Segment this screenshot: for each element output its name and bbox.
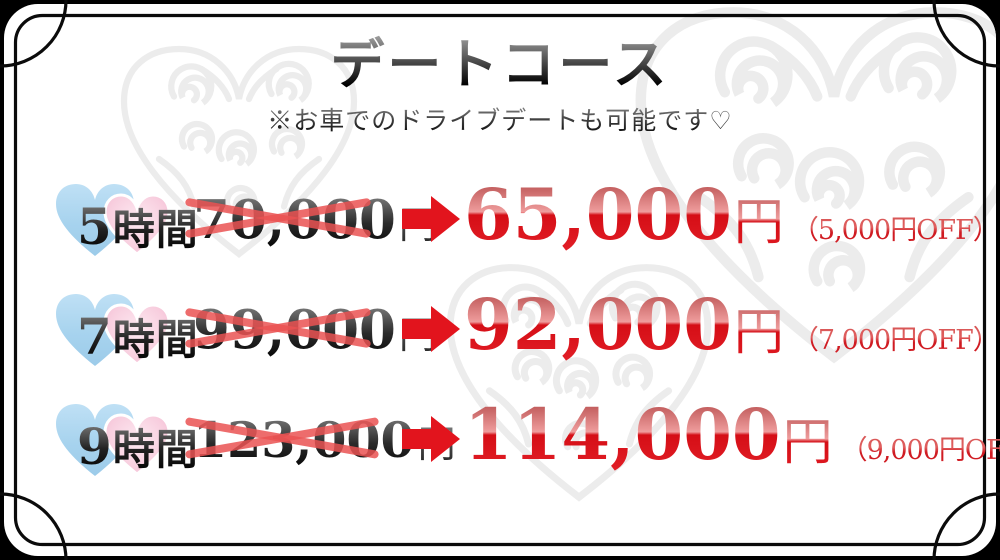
duration-label: 5 時間 <box>77 198 199 254</box>
arrow-right-icon <box>402 416 460 462</box>
strikethrough-x <box>184 196 372 240</box>
discount-note: （9,000円OFF） <box>841 412 1000 490</box>
new-price: 92,000 円（7,000円OFF） <box>464 283 1000 380</box>
duration-label: 9 時間 <box>77 418 199 474</box>
strikethrough-x <box>184 306 372 350</box>
page-title: デートコース <box>0 34 1000 94</box>
price-row-9h: 9時間 123,000円 114,000円（9,000円OFF） <box>0 388 1000 498</box>
new-price: 65,000 円（5,000円OFF） <box>464 173 1000 270</box>
discount-note: （7,000円OFF） <box>792 302 1000 380</box>
new-price-currency: 円 <box>734 183 784 261</box>
duration-number: 5 <box>77 196 113 256</box>
duration-number: 7 <box>77 306 113 366</box>
discount-note: （5,000円OFF） <box>792 192 1000 270</box>
new-price-amount: 65,000 <box>464 173 732 256</box>
arrow-right-icon <box>402 306 460 352</box>
page-subtitle: ※お車でのドライブデートも可能です♡ <box>0 104 1000 138</box>
strikethrough-x <box>184 416 380 460</box>
price-row-7h: 7時間 99,000円 92,000円（7,000円OFF） <box>0 278 1000 388</box>
new-price-currency: 円 <box>734 293 784 371</box>
duration-number: 9 <box>77 416 113 476</box>
new-price: 114,000円（9,000円OFF） <box>464 396 1000 490</box>
new-price-amount: 92,000 <box>464 283 732 366</box>
arrow-right-icon <box>402 196 460 242</box>
duration-label: 7 時間 <box>77 308 199 364</box>
price-row-5h: 5時間 70,000円 65,000円（5,000円OFF） <box>0 168 1000 278</box>
new-price-currency: 円 <box>783 403 833 481</box>
new-price-amount: 114,000 <box>464 393 781 476</box>
